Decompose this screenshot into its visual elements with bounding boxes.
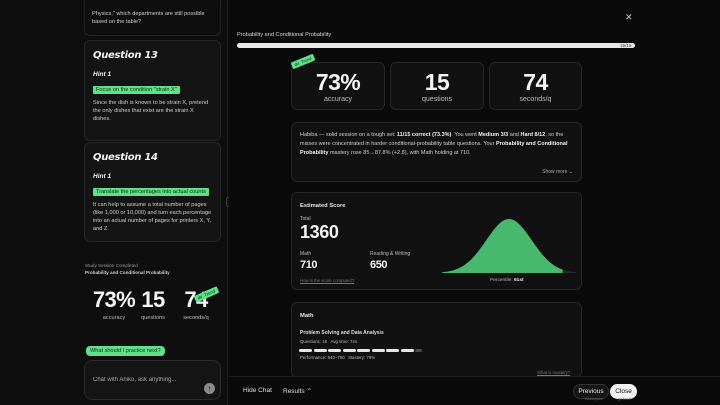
question-14-highlight: Translate the percentages into actual co…	[93, 188, 209, 196]
results-menu[interactable]: Results ⌃	[283, 388, 312, 395]
previous-card-tail	[84, 0, 221, 36]
mastery-segment	[342, 349, 356, 352]
mastery-segment	[386, 349, 399, 352]
stat-questions: 15 questions	[390, 62, 484, 110]
suggestion-chip[interactable]: What should I practice next?	[86, 346, 165, 356]
total-score: 1360	[300, 222, 339, 242]
mastery-segment	[299, 349, 312, 352]
question-14-title: Question 14	[93, 152, 158, 163]
stat-seconds-label: seconds/q	[519, 96, 552, 103]
session-questions: 15 questions	[136, 287, 170, 322]
session-completed-label: Study Session Completed	[85, 263, 138, 268]
score-distribution-curve	[442, 219, 576, 273]
results-panel: ✕ Probability and Conditional Probabilit…	[229, 0, 720, 405]
question-14-hint-title: Hint 1	[93, 173, 112, 180]
session-summary: Habiba — solid session on a tough set: 1…	[291, 122, 582, 182]
previous-question-text: Physics," which departments are still po…	[92, 11, 205, 25]
mastery-segment	[415, 349, 422, 352]
mastery-link[interactable]: What is mastery?	[537, 370, 571, 375]
math-subdomain: Problem Solving and Data Analysis	[300, 330, 384, 336]
previous-button[interactable]: Previous	[573, 384, 609, 399]
question-13-card: Question 13 Hint 1 Focus on the conditio…	[84, 40, 221, 141]
close-icon[interactable]: ✕	[625, 12, 633, 22]
kb-hint-go-back: go back	[618, 397, 631, 401]
chat-box: ↑	[84, 360, 221, 400]
stat-questions-value: 15	[424, 69, 450, 95]
show-more-link[interactable]: Show more ⌄	[542, 169, 573, 175]
math-performance: Performance: 640–700 Mastery: 79%	[300, 355, 376, 360]
math-label: Math	[300, 251, 312, 257]
chevron-up-icon: ⌃	[306, 388, 312, 395]
math-questions: Questions: 15 Avg time: 74s	[300, 339, 358, 344]
stat-seconds-value: 74	[523, 69, 548, 95]
question-13-title: Question 13	[93, 50, 158, 61]
rw-label: Reading & Writing	[370, 251, 411, 257]
mastery-segment	[313, 349, 327, 352]
math-heading: Math	[300, 313, 314, 319]
percentile: Percentile: 91st	[490, 278, 524, 283]
question-13-hint-body: Since the dish is known to be strain X, …	[93, 100, 209, 122]
mastery-segment	[328, 349, 341, 352]
chat-panel: Physics," which departments are still po…	[0, 0, 228, 405]
session-accuracy: 73% accuracy	[90, 287, 138, 322]
math-score: 710	[300, 259, 318, 271]
summary-text: Habiba — solid session on a tough set: 1…	[300, 132, 568, 156]
question-14-card: Question 14 Hint 1 Translate the percent…	[84, 142, 221, 242]
hide-chat-button[interactable]: Hide Chat	[243, 387, 272, 394]
kb-hint-back: Backspace	[585, 397, 603, 401]
session-questions-value: 15	[141, 287, 165, 312]
bottom-bar: Hide Chat Results ⌃ Previous Close	[229, 376, 720, 405]
stat-seconds: 74 seconds/q	[489, 62, 582, 110]
send-icon[interactable]: ↑	[204, 383, 215, 394]
rw-score: 650	[370, 259, 388, 271]
stat-accuracy-value: 73%	[315, 69, 361, 95]
chevron-down-icon: ⌄	[568, 169, 573, 175]
session-accuracy-label: accuracy	[102, 315, 126, 321]
estimated-score-heading: Estimated Score	[300, 203, 346, 209]
mastery-segment	[400, 349, 414, 352]
stat-questions-label: questions	[422, 96, 452, 103]
mastery-segment	[357, 349, 370, 352]
stat-accuracy-label: accuracy	[323, 96, 352, 103]
total-label: Total	[300, 216, 311, 222]
stat-accuracy: 73% accuracy	[291, 62, 385, 110]
session-topic-label: Probability and Conditional Probability	[85, 270, 170, 275]
progress-bar	[237, 43, 635, 48]
curve-highlight	[442, 219, 563, 273]
chat-input[interactable]	[93, 377, 203, 383]
question-14-hint-body: It can help to assume a total number of …	[93, 202, 212, 232]
session-seconds-label: seconds/q	[183, 315, 209, 321]
question-13-highlight: Focus on the condition "strain X"	[93, 86, 180, 94]
math-card: Math Problem Solving and Data Analysis Q…	[291, 302, 582, 378]
progress-count: 15/15	[620, 43, 632, 48]
estimated-score-card: Estimated Score Total 1360 Math 710 Read…	[291, 192, 582, 290]
mastery-segment	[371, 349, 385, 352]
score-computed-link[interactable]: How is the score computed?	[300, 278, 355, 283]
session-questions-label: questions	[141, 315, 165, 321]
question-13-hint-title: Hint 1	[93, 71, 112, 78]
close-button[interactable]: Close	[610, 384, 637, 399]
progress-title: Probability and Conditional Probability	[237, 32, 332, 38]
session-accuracy-value: 73%	[92, 287, 136, 312]
